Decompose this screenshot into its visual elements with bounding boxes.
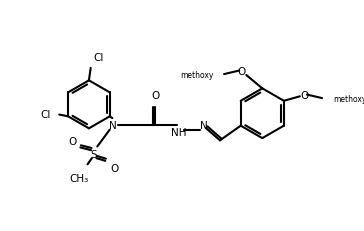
Text: O: O <box>68 137 76 147</box>
Text: Cl: Cl <box>40 109 50 119</box>
Text: O: O <box>110 163 118 173</box>
Text: NH: NH <box>171 128 187 138</box>
Text: methoxy: methoxy <box>333 94 364 103</box>
Text: O: O <box>238 66 246 76</box>
Text: CH₃: CH₃ <box>69 173 88 183</box>
Text: N: N <box>110 121 117 131</box>
Text: S: S <box>90 149 97 159</box>
Text: N: N <box>200 121 208 131</box>
Text: O: O <box>300 90 308 100</box>
Text: Cl: Cl <box>93 52 104 62</box>
Text: methoxy: methoxy <box>180 70 213 79</box>
Text: O: O <box>151 91 159 101</box>
